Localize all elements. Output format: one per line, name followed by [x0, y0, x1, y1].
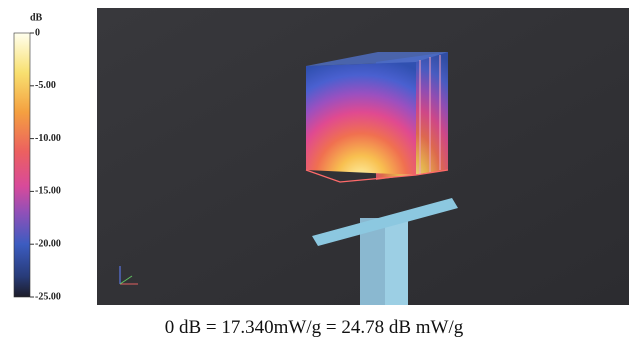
scale-unit: dB	[30, 12, 43, 23]
scale-tick-label: -20.00	[35, 238, 61, 249]
scale-tick-label: 0	[35, 27, 40, 38]
scale-tick-label: -15.00	[35, 186, 61, 197]
phantom-scene	[119, 52, 458, 305]
scale-tick-label: -25.00	[35, 291, 61, 302]
color-scale	[13, 32, 31, 298]
caption: 0 dB = 17.340mW/g = 24.78 dB mW/g	[165, 317, 464, 338]
scale-tick-label: -10.00	[35, 133, 61, 144]
scale-tick-label: -5.00	[35, 80, 56, 91]
